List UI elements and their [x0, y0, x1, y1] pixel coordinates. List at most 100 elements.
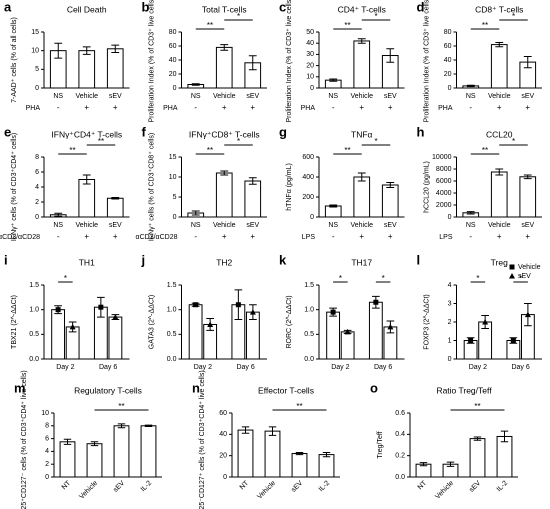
error-bar — [111, 44, 120, 54]
y-tick-label: 10 — [41, 410, 49, 417]
y-tick-label: 1.0 — [29, 307, 39, 314]
y-tick-label: 0 — [173, 85, 177, 92]
bar — [215, 172, 233, 218]
chart-title: TH1 — [79, 257, 95, 267]
marker — [524, 311, 531, 318]
bar — [326, 311, 341, 360]
error-bar — [220, 44, 229, 51]
x-tick-label: NS — [191, 93, 201, 100]
error-bar — [248, 177, 257, 185]
condition-sign: - — [57, 232, 60, 241]
condition-sign: + — [359, 103, 364, 112]
x-tick-label: Vehicle — [78, 480, 99, 501]
y-tick-label: 20 — [306, 62, 314, 69]
error-bar — [241, 426, 250, 434]
y-tick-label: 0 — [448, 356, 452, 363]
x-tick-label: Day 2 — [56, 364, 74, 371]
significance-label: * — [519, 274, 522, 283]
condition-sign: + — [497, 103, 502, 112]
y-tick-label: 2 — [45, 461, 49, 468]
y-tick-label: 0 — [448, 85, 452, 92]
significance-label: * — [237, 12, 240, 21]
significance-label: * — [237, 137, 240, 146]
y-tick-label: 600 — [302, 154, 314, 161]
x-tick-label: Vehicle — [256, 480, 277, 501]
condition-sign: + — [525, 103, 530, 112]
y-tick-label: 0.6 — [395, 410, 405, 417]
y-axis-label: GATA3 (2^-ΔΔCt) — [148, 295, 155, 349]
error-bar — [386, 182, 395, 188]
y-tick-label: 4 — [45, 448, 49, 455]
condition-label: PHA — [26, 105, 41, 112]
x-tick-label: IL-2 — [318, 480, 332, 494]
y-tick-label: 40 — [169, 57, 177, 64]
significance-label: * — [374, 12, 377, 21]
y-axis-label: RORC (2^-ΔΔCt) — [286, 295, 293, 348]
marker — [330, 309, 336, 315]
error-bar — [191, 210, 200, 216]
y-axis-label: Proliferation Index (% of CD3⁺ live cell… — [286, 0, 293, 123]
condition-sign: + — [388, 103, 393, 112]
error-bar — [357, 172, 366, 182]
marker — [344, 328, 351, 335]
y-tick-label: 10 — [306, 74, 314, 81]
condition-label: PHA — [301, 105, 316, 112]
error-bar — [54, 212, 63, 217]
y-tick-label: 1.0 — [167, 307, 177, 314]
y-axis-label: FOXP3 (2^-ΔΔCt) — [423, 294, 430, 349]
significance-label: ** — [474, 402, 480, 411]
significance-label: * — [512, 137, 515, 146]
y-tick-label: 0 — [173, 214, 177, 221]
panel-label: a — [4, 0, 12, 14]
bar — [381, 184, 399, 218]
error-bar — [90, 441, 99, 447]
panel-label: j — [141, 252, 146, 267]
error-bar — [495, 168, 504, 176]
x-tick-label: Vehicle — [488, 93, 511, 100]
error-bar — [500, 430, 509, 443]
y-tick-label: 60 — [444, 43, 452, 50]
bar — [324, 205, 342, 218]
significance-label: ** — [482, 21, 488, 30]
condition-label: PHA — [163, 105, 178, 112]
bar — [108, 316, 123, 360]
significance-label: ** — [344, 146, 350, 155]
bar — [78, 179, 96, 218]
chart-title: Total T-cells — [202, 4, 247, 14]
y-tick-label: 10 — [169, 174, 177, 181]
y-tick-label: 1.0 — [304, 307, 314, 314]
y-tick-label: 4 — [35, 184, 39, 191]
error-bar — [357, 38, 366, 44]
x-tick-label: Vehicle — [75, 93, 98, 100]
y-tick-label: 8 — [45, 423, 49, 430]
bar — [264, 430, 281, 478]
x-tick-label: NS — [191, 222, 201, 229]
x-tick-label: Vehicle — [350, 222, 373, 229]
y-tick-label: 10 — [31, 48, 39, 55]
bar — [353, 40, 371, 89]
panel-label: n — [192, 380, 200, 395]
bar — [291, 453, 308, 478]
significance-label: * — [512, 12, 515, 21]
legend-label: Vehicle — [518, 264, 541, 271]
condition-sign: - — [194, 232, 197, 241]
x-tick-label: Day 2 — [331, 364, 349, 371]
y-tick-label: 20 — [169, 71, 177, 78]
y-tick-label: 40 — [306, 40, 314, 47]
x-tick-label: NS — [466, 93, 476, 100]
y-axis-label: TBX21 (2^-ΔΔCt) — [11, 295, 18, 349]
marker — [373, 299, 379, 305]
significance-label: ** — [296, 402, 302, 411]
y-axis-label: IFNγ⁺ cells (% of CD3⁺CD4⁺ cells) — [11, 133, 18, 241]
y-tick-label: 200 — [302, 194, 314, 201]
condition-sign: + — [84, 232, 89, 241]
condition-sign: + — [250, 232, 255, 241]
panel-label: e — [4, 124, 11, 139]
bar — [519, 176, 537, 218]
error-bar — [386, 48, 395, 63]
x-tick-label: sEV — [384, 93, 397, 100]
x-tick-label: Vehicle — [213, 222, 236, 229]
x-tick-label: sEV — [521, 222, 534, 229]
y-tick-label: 80 — [169, 29, 177, 36]
